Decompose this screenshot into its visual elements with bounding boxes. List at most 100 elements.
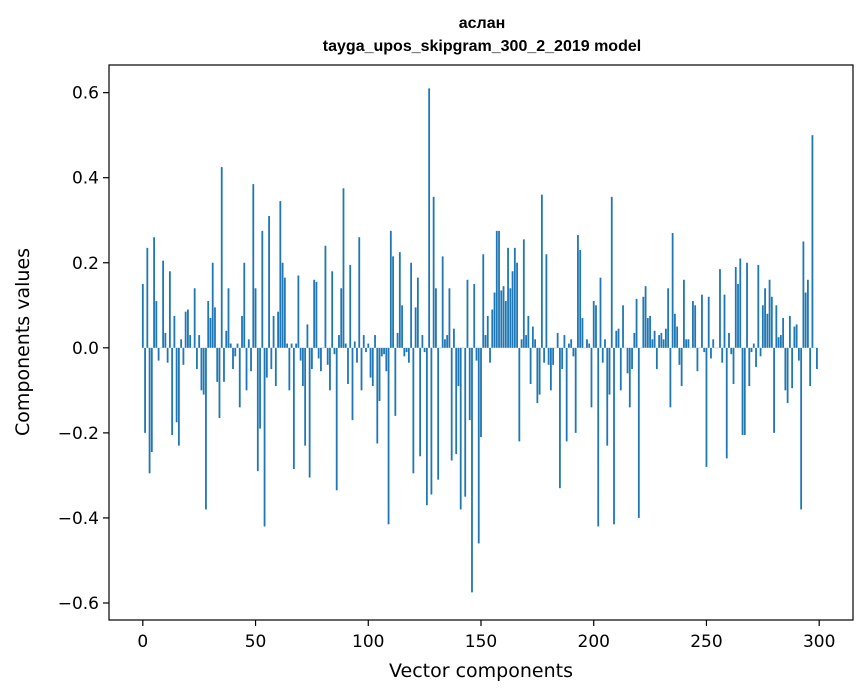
bar [230,344,232,348]
bar [503,286,505,348]
bar [431,348,433,495]
bar [771,297,773,348]
bar [444,339,446,348]
bar [744,348,746,435]
bar [205,348,207,510]
bar [647,318,649,348]
x-tick-label: 300 [803,632,835,652]
bar [521,339,523,348]
bar [196,348,198,369]
bar [660,333,662,348]
bar [307,324,309,347]
bar [733,348,735,384]
bar [627,348,629,374]
bar [803,241,805,347]
bar [385,348,387,371]
bar [476,348,478,361]
bar [478,348,480,544]
bar [365,348,367,352]
bar [367,344,369,348]
bar [697,348,699,371]
bar [791,348,793,388]
bar [412,348,414,473]
bar [435,288,437,348]
bar [232,348,234,369]
bar [787,348,789,403]
bar [394,348,396,416]
bar [318,348,320,359]
bar [347,348,349,384]
bar [234,348,236,357]
bar [243,263,245,348]
bar [248,339,250,348]
bar [442,256,444,347]
bar [812,135,814,348]
bar [706,348,708,467]
bar [564,335,566,348]
bar [153,237,155,348]
x-tick-label: 50 [245,632,267,652]
bar [340,288,342,348]
bar [588,344,590,348]
bar [579,250,581,348]
bar [376,348,378,444]
bar [259,348,261,429]
bar [464,348,466,497]
bar [748,348,750,386]
bar [532,327,534,348]
bar [471,348,473,593]
bar [417,278,419,348]
bar [207,301,209,348]
bar [782,318,784,348]
bar [313,280,315,348]
bar [291,344,293,348]
bar [406,348,408,352]
bar [620,348,622,391]
bar [724,295,726,348]
bar [742,348,744,435]
bar [320,348,322,371]
bar [142,284,144,348]
chart-subtitle: tayga_upos_skipgram_300_2_2019 model [323,38,641,55]
bar [354,341,356,347]
bar [559,348,561,488]
bar [606,348,608,446]
bar [297,276,299,348]
bar [446,335,448,348]
bar [708,297,710,348]
bar [746,263,748,348]
bar [586,339,588,348]
bar [541,195,543,348]
bar [162,261,164,348]
bar [277,312,279,348]
bar [505,301,507,348]
bar [270,348,272,369]
bar [180,339,182,348]
bar [798,348,800,361]
bar [228,288,230,348]
x-tick-label: 150 [465,632,497,652]
bar [279,201,281,348]
bar [216,348,218,382]
bar [284,278,286,348]
bar [273,316,275,348]
bar [600,278,602,348]
bar [622,305,624,348]
bar [807,280,809,348]
bar [338,335,340,348]
bar [309,348,311,478]
bar [615,331,617,348]
bar [144,348,146,433]
bar [460,348,462,510]
bar [176,348,178,422]
bar [500,290,502,347]
bar [302,348,304,386]
bar [424,348,426,352]
bar [239,348,241,408]
bar [410,263,412,348]
bar [534,339,536,348]
y-axis-label: Components values [12,248,34,436]
bar [426,348,428,505]
